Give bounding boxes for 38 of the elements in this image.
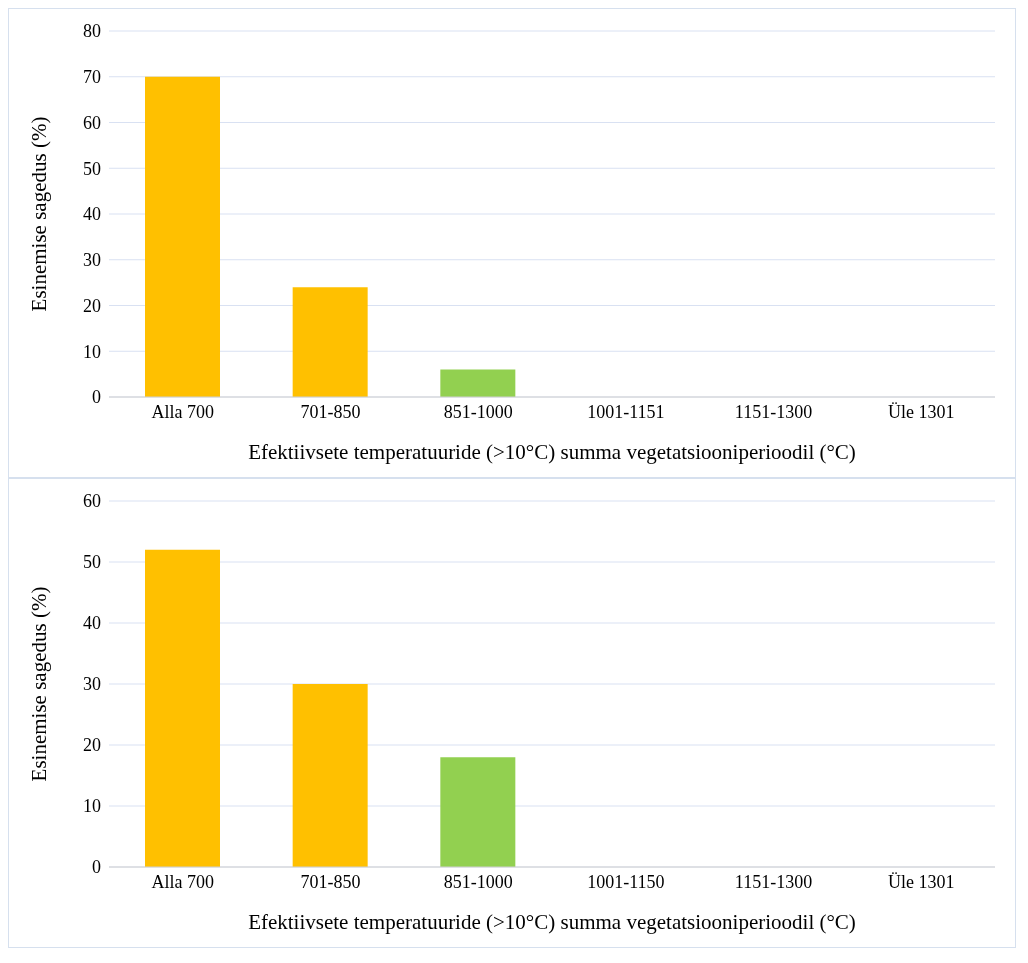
y-tick-label: 60	[83, 112, 101, 133]
x-tick-label: 851-1000	[443, 871, 513, 892]
x-tick-label: Alla 700	[151, 401, 215, 422]
y-tick-label: 30	[83, 250, 101, 271]
x-tick-label: Alla 700	[151, 871, 215, 892]
x-tick-label: 701-850	[300, 401, 361, 422]
y-tick-label: 20	[83, 295, 101, 316]
y-tick-label: 10	[83, 796, 101, 817]
y-tick-label: 20	[83, 735, 101, 756]
y-tick-label: 30	[83, 674, 101, 695]
y-axis-title: Esinemise sagedus (%)	[27, 116, 52, 312]
x-tick-label: 851-1000	[443, 401, 513, 422]
bar	[145, 549, 220, 867]
x-tick-label: 1151-1300	[734, 871, 813, 892]
y-tick-label: 0	[92, 387, 101, 408]
bar	[292, 684, 368, 867]
bar	[145, 76, 220, 397]
y-tick-label: 80	[83, 21, 101, 42]
x-tick-label: 1001-1151	[587, 401, 665, 422]
y-axis-title: Esinemise sagedus (%)	[27, 586, 52, 782]
x-axis-title: Efektiivsete temperatuuride (>10°C) summa vegetatsiooniperioodil (°C)	[248, 440, 856, 464]
bar	[292, 287, 368, 397]
y-tick-label: 50	[83, 158, 101, 179]
x-tick-label: Üle 1301	[887, 401, 955, 422]
y-tick-label: 40	[83, 613, 101, 634]
x-axis-title: Efektiivsete temperatuuride (>10°C) summa vegetatsiooniperioodil (°C)	[248, 910, 856, 934]
y-tick-label: 60	[83, 491, 101, 512]
y-tick-label: 50	[83, 552, 101, 573]
x-tick-label: 1001-1150	[587, 871, 665, 892]
bar	[440, 757, 516, 867]
bar	[440, 369, 516, 397]
x-tick-label: 701-850	[300, 871, 361, 892]
x-tick-label: 1151-1300	[734, 401, 813, 422]
x-tick-label: Üle 1301	[887, 871, 955, 892]
y-tick-label: 40	[83, 204, 101, 225]
y-tick-label: 10	[83, 341, 101, 362]
y-tick-label: 70	[83, 67, 101, 88]
y-tick-label: 0	[92, 857, 101, 878]
